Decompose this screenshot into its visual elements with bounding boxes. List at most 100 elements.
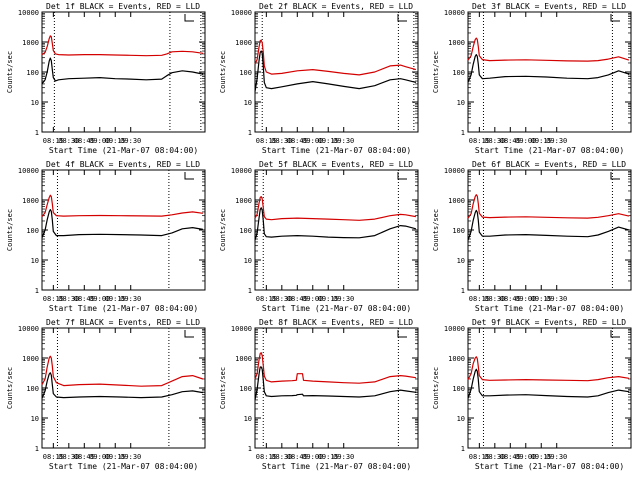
x-tick-label: 08:30 xyxy=(484,453,505,461)
series-line xyxy=(41,57,204,85)
legend-box-icon xyxy=(184,172,194,180)
y-tick-label: 10 xyxy=(31,415,39,423)
y-tick-label: 1000 xyxy=(448,39,465,47)
x-tick-label: 09:15 xyxy=(105,137,126,145)
legend-box-icon xyxy=(610,172,620,180)
y-tick-label: 10000 xyxy=(18,325,39,333)
x-tick-label: 09:30 xyxy=(120,137,141,145)
x-tick-label: 08:15 xyxy=(256,453,277,461)
y-axis-label: Counts/sec xyxy=(432,209,440,251)
panel-title: Det 9f BLACK = Events, RED = LLD xyxy=(472,318,626,327)
y-axis-label: Counts/sec xyxy=(6,367,14,409)
x-tick-label: 09:15 xyxy=(105,453,126,461)
y-axis-label: Counts/sec xyxy=(219,367,227,409)
x-tick-label: 09:15 xyxy=(531,137,552,145)
series-line xyxy=(254,50,417,92)
series-line xyxy=(467,368,629,399)
y-tick-label: 1000 xyxy=(22,197,39,205)
legend-box-icon xyxy=(184,330,194,338)
x-axis-label: Start Time (21-Mar-07 08:04:00) xyxy=(262,146,411,155)
x-tick-label: 08:45 xyxy=(287,295,308,303)
series-line xyxy=(254,352,416,384)
detector-panel: Det 6f BLACK = Events, RED = LLD 1 10 100 10… xyxy=(432,160,632,313)
series-line xyxy=(467,54,630,83)
x-tick-label: 09:30 xyxy=(546,137,567,145)
x-tick-label: 09:15 xyxy=(318,137,339,145)
plot-frame xyxy=(254,169,419,291)
x-tick-label: 09:00 xyxy=(302,295,323,303)
series-line xyxy=(41,35,203,57)
y-tick-label: 100 xyxy=(26,385,39,393)
series-line xyxy=(254,39,417,76)
x-tick-label: 09:30 xyxy=(333,137,354,145)
y-tick-label: 1 xyxy=(248,287,252,295)
x-tick-label: 08:45 xyxy=(500,295,521,303)
y-tick-label: 10000 xyxy=(444,9,465,17)
y-tick-label: 100 xyxy=(452,69,465,77)
x-tick-label: 09:00 xyxy=(515,453,536,461)
x-tick-label: 08:15 xyxy=(469,295,490,303)
x-tick-label: 08:15 xyxy=(469,137,490,145)
y-axis-label: Counts/sec xyxy=(219,209,227,251)
y-tick-label: 100 xyxy=(452,385,465,393)
series-line xyxy=(41,355,204,387)
detector-panel: Det 2f BLACK = Events, RED = LLD 1 10 100 10… xyxy=(219,2,419,155)
y-axis-label: Counts/sec xyxy=(6,51,14,93)
y-tick-label: 1 xyxy=(35,287,39,295)
x-tick-label: 08:45 xyxy=(500,137,521,145)
panel-title: Det 4f BLACK = Events, RED = LLD xyxy=(46,160,200,169)
series-line xyxy=(467,37,630,62)
x-axis-label: Start Time (21-Mar-07 08:04:00) xyxy=(49,304,198,313)
x-tick-label: 08:15 xyxy=(469,453,490,461)
legend-box-icon xyxy=(184,14,194,22)
x-tick-label: 09:30 xyxy=(546,453,567,461)
x-tick-label: 09:15 xyxy=(531,295,552,303)
y-axis-label: Counts/sec xyxy=(219,51,227,93)
series-line xyxy=(467,209,630,241)
legend-box-icon xyxy=(610,14,620,22)
x-tick-label: 09:00 xyxy=(515,295,536,303)
detector-panel: Det 4f BLACK = Events, RED = LLD 1 10 100 10… xyxy=(6,160,206,313)
panel-title: Det 8f BLACK = Events, RED = LLD xyxy=(259,318,413,327)
panel-title: Det 5f BLACK = Events, RED = LLD xyxy=(259,160,413,169)
y-tick-label: 1000 xyxy=(22,355,39,363)
detector-panel: Det 7f BLACK = Events, RED = LLD 1 10 100 10… xyxy=(6,318,206,471)
x-tick-label: 09:00 xyxy=(515,137,536,145)
x-tick-label: 08:45 xyxy=(287,137,308,145)
x-tick-label: 09:30 xyxy=(333,295,354,303)
y-tick-label: 1000 xyxy=(448,197,465,205)
y-tick-label: 10 xyxy=(457,99,465,107)
plot-frame xyxy=(467,327,632,449)
x-tick-label: 08:30 xyxy=(271,137,292,145)
x-tick-label: 09:30 xyxy=(120,295,141,303)
x-tick-label: 09:00 xyxy=(89,295,110,303)
panel-title: Det 2f BLACK = Events, RED = LLD xyxy=(259,2,413,11)
series-line xyxy=(254,207,417,241)
y-tick-label: 100 xyxy=(26,69,39,77)
detector-panel: Det 8f BLACK = Events, RED = LLD 1 10 100 10… xyxy=(219,318,419,471)
y-tick-label: 10000 xyxy=(231,325,252,333)
legend-box-icon xyxy=(610,330,620,338)
plot-frame xyxy=(467,169,632,291)
panel-title: Det 6f BLACK = Events, RED = LLD xyxy=(472,160,626,169)
panel-title: Det 7f BLACK = Events, RED = LLD xyxy=(46,318,200,327)
x-tick-label: 08:45 xyxy=(287,453,308,461)
x-tick-label: 08:30 xyxy=(484,137,505,145)
y-tick-label: 1000 xyxy=(235,39,252,47)
y-tick-label: 10000 xyxy=(444,167,465,175)
x-tick-label: 08:30 xyxy=(271,453,292,461)
panel-title: Det 3f BLACK = Events, RED = LLD xyxy=(472,2,626,11)
series-line xyxy=(467,194,630,219)
y-tick-label: 10000 xyxy=(18,9,39,17)
x-tick-label: 08:30 xyxy=(58,137,79,145)
plot-frame xyxy=(254,327,419,449)
legend-box-icon xyxy=(397,14,407,22)
x-tick-label: 08:15 xyxy=(256,137,277,145)
x-tick-label: 09:15 xyxy=(531,453,552,461)
x-axis-label: Start Time (21-Mar-07 08:04:00) xyxy=(49,146,198,155)
x-tick-label: 09:15 xyxy=(318,295,339,303)
x-axis-label: Start Time (21-Mar-07 08:04:00) xyxy=(475,462,624,471)
x-tick-label: 09:00 xyxy=(89,137,110,145)
series-line xyxy=(254,366,416,401)
